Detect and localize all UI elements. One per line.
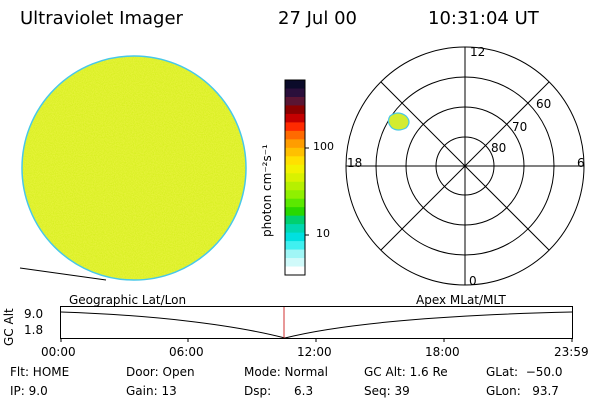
- color-band: [285, 249, 305, 259]
- instrument-title: Ultraviolet Imager: [20, 8, 183, 29]
- color-band: [285, 156, 305, 166]
- orbit-track-line: [19, 267, 107, 281]
- color-band: [285, 224, 305, 234]
- status-ip: IP: 9.0: [10, 384, 48, 398]
- lat-label-70: 70: [512, 120, 528, 134]
- status-glon: GLon: 93.7: [486, 384, 559, 398]
- color-band: [285, 80, 305, 90]
- altitude-curve: [60, 311, 573, 339]
- apex-label: Apex MLat/MLT: [416, 293, 506, 307]
- status-seq: Seq: 39: [364, 384, 410, 398]
- color-band: [285, 215, 305, 225]
- color-band: [285, 173, 305, 183]
- x-label-1800: 18:00: [425, 345, 460, 359]
- x-label-0000: 00:00: [41, 345, 76, 359]
- geographic-image: [19, 55, 247, 281]
- mlt-label-12: 12: [470, 45, 486, 59]
- lat-label-60: 60: [536, 97, 552, 111]
- altitude-frame: [60, 306, 573, 339]
- mlt-label-18: 18: [347, 156, 363, 170]
- geographic-label: Geographic Lat/Lon: [69, 293, 187, 307]
- status-door: Door: Open: [126, 365, 195, 379]
- status-dsp: Dsp: 6.3: [244, 384, 314, 398]
- color-bar-frame: [284, 79, 306, 276]
- color-band: [285, 190, 305, 200]
- color-band: [285, 130, 305, 140]
- aurora-patch: [387, 112, 410, 131]
- color-band: [285, 181, 305, 191]
- x-label-2359: 23:59: [554, 345, 589, 359]
- status-glat: GLat: −50.0: [486, 365, 563, 379]
- color-band: [285, 147, 305, 157]
- color-band: [285, 164, 305, 174]
- color-band: [285, 258, 305, 268]
- mlt-label-6: 6: [577, 156, 585, 170]
- polar-diagonal-2: [380, 81, 550, 251]
- time-label: 10:31:04 UT: [428, 8, 539, 29]
- status-mode: Mode: Normal: [244, 365, 328, 379]
- gc-alt-axis-label: GC Alt: [2, 308, 16, 346]
- color-band: [285, 105, 305, 115]
- date-label: 27 Jul 00: [278, 8, 357, 29]
- polar-plot: [345, 46, 585, 286]
- color-band: [285, 241, 305, 251]
- color-band: [285, 88, 305, 98]
- mlt-label-0: 0: [469, 274, 477, 288]
- lat-label-80: 80: [491, 141, 507, 155]
- color-band: [285, 96, 305, 107]
- colorbar-tick-100: 100: [313, 140, 334, 153]
- color-band: [285, 198, 305, 208]
- alt-tick-1-8: 1.8: [24, 323, 44, 337]
- x-label-1200: 12:00: [297, 345, 332, 359]
- earth-texture: [23, 57, 245, 279]
- status-gain: Gain: 13: [126, 384, 177, 398]
- status-gc-alt: GC Alt: 1.6 Re: [364, 365, 448, 379]
- color-band: [285, 266, 305, 276]
- altitude-trace-panel: [60, 306, 573, 342]
- color-band: [285, 113, 305, 123]
- status-flt: Flt: HOME: [10, 365, 70, 379]
- alt-tick-9: 9.0: [24, 307, 44, 321]
- colorbar-unit-label: photon cm⁻²s⁻¹: [260, 144, 274, 237]
- color-scale: [284, 79, 309, 276]
- color-band: [285, 207, 305, 217]
- color-band: [285, 232, 305, 242]
- colorbar-tick-10: 10: [316, 227, 330, 240]
- color-band: [285, 139, 305, 149]
- color-band: [285, 122, 305, 132]
- x-label-0600: 06:00: [169, 345, 204, 359]
